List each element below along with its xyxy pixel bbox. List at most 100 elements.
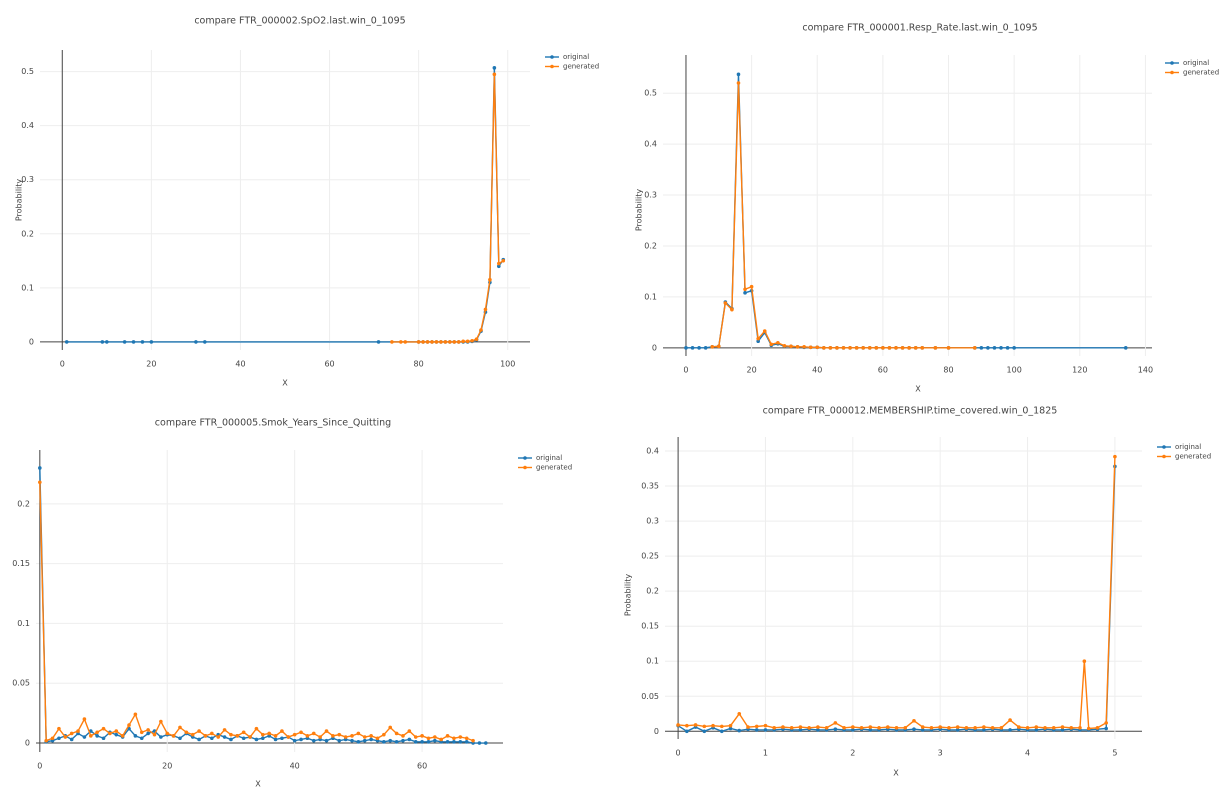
data-point [388,725,393,730]
data-point [171,734,176,738]
data-point [420,734,424,738]
data-point [789,344,793,349]
data-point [439,737,444,742]
data-point [762,329,767,333]
data-point [912,718,916,723]
data-point [756,339,760,344]
data-point [1060,728,1065,732]
x-tick-label: 4 [1025,749,1030,758]
data-point [197,729,201,733]
data-point [736,81,741,85]
y-axis-label: Probability [15,179,24,222]
legend-label: original [1183,59,1209,67]
data-point [697,346,701,350]
y-axis-label: Probability [624,574,633,617]
data-point [434,340,439,344]
data-point [703,346,708,350]
data-point [763,728,768,732]
data-point [369,737,373,742]
data-point [140,340,145,344]
data-point [470,339,474,343]
data-point [464,740,469,744]
data-point [848,346,852,350]
data-point [1123,346,1128,350]
x-tick-label: 20 [747,366,757,375]
data-point [394,740,399,744]
legend-marker [523,456,527,460]
x-tick-label: 60 [324,360,334,369]
data-point [139,736,144,741]
data-point [808,345,813,350]
data-point [407,737,412,742]
y-tick-label: 0.2 [644,241,657,250]
data-point [421,340,425,344]
data-point [859,725,864,730]
data-point [711,723,715,728]
data-point [399,340,403,344]
data-point [248,735,252,739]
data-point [702,724,707,729]
data-point [736,72,741,77]
data-point [331,734,335,738]
legend-marker [550,64,554,69]
data-point [122,340,127,344]
data-point [781,725,785,729]
y-tick-label: 0.4 [21,121,34,130]
data-point [743,291,747,295]
data-point [299,737,303,742]
data-point [210,731,214,736]
y-tick-label: 0.1 [646,657,659,666]
data-point [82,735,87,739]
y-tick-label: 0.2 [646,587,659,596]
data-point [913,346,918,350]
data-point [868,725,873,729]
data-point [210,736,214,741]
data-point [1078,725,1082,730]
x-tick-label: 20 [162,762,172,771]
series-line [678,456,1116,730]
data-point [178,725,182,730]
legend-label: original [536,454,562,462]
data-point [57,726,61,731]
data-point [337,738,342,743]
data-point [743,287,747,292]
data-point [114,732,119,737]
data-point [445,734,450,738]
data-point [1113,454,1117,459]
data-point [737,728,742,733]
x-tick-label: 60 [417,762,427,771]
data-point [1086,726,1091,731]
data-point [235,734,240,738]
data-point [920,725,925,729]
data-point [955,725,960,729]
data-point [261,736,265,741]
data-point [420,740,424,744]
data-point [920,346,925,350]
data-point [133,734,138,738]
chart-panel: compare FTR_000002.SpO2.last.win_0_1095 X… [15,16,600,388]
y-tick-label: 0.5 [21,67,34,76]
x-tick-label: 40 [290,762,300,771]
x-tick-label: 80 [414,360,424,369]
data-point [986,346,990,350]
data-point [1005,346,1010,350]
data-point [44,738,48,743]
data-point [69,737,74,742]
x-tick-label: 5 [1112,749,1117,758]
data-point [197,737,201,742]
series-line [677,466,1116,733]
data-point [885,725,890,729]
data-point [833,721,838,725]
data-point [280,736,284,741]
data-point [445,740,450,744]
data-point [728,723,733,728]
data-point [318,735,322,739]
data-point [292,738,297,743]
data-point [254,737,259,742]
data-point [749,284,754,289]
data-point [999,725,1004,730]
data-point [972,346,977,350]
data-point [982,725,986,729]
data-point [861,346,865,350]
